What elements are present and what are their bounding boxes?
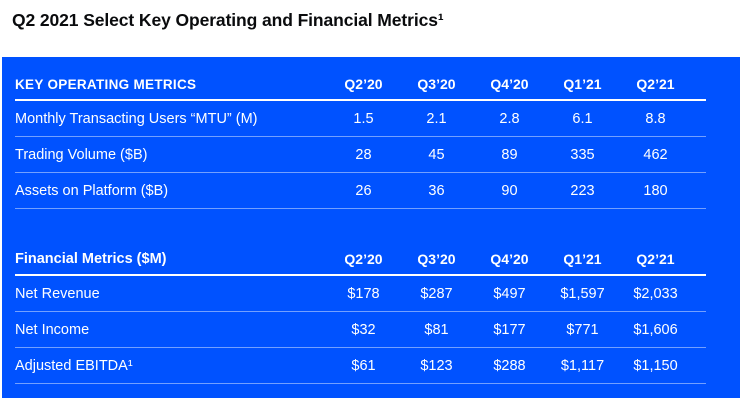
operating-metrics-header-row: KEY OPERATING METRICS Q2’20 Q3’20 Q4’20 …	[15, 57, 706, 101]
table-row-assets-on-platform: Assets on Platform ($B) 26 36 90 223 180	[15, 173, 706, 209]
cell-value: 36	[428, 182, 445, 199]
quarter-header: Q1’21	[563, 76, 602, 92]
cell-value: 6.1	[572, 110, 593, 127]
row-label: Assets on Platform ($B)	[15, 182, 169, 199]
cell-value: $1,606	[633, 321, 678, 338]
quarter-header: Q4’20	[490, 251, 529, 267]
row-label: Trading Volume ($B)	[15, 146, 148, 163]
table-row-net-revenue: Net Revenue $178 $287 $497 $1,597 $2,033	[15, 276, 706, 312]
cell-value: 223	[570, 182, 595, 199]
cell-value: $61	[351, 357, 376, 374]
cell-value: 335	[570, 146, 595, 163]
cell-value: 28	[355, 146, 372, 163]
table-row-adjusted-ebitda: Adjusted EBITDA¹ $61 $123 $288 $1,117 $1…	[15, 348, 706, 384]
quarter-header: Q2’20	[344, 251, 383, 267]
row-label: Adjusted EBITDA¹	[15, 357, 133, 374]
financial-metrics-header-row: Financial Metrics ($M) Q2’20 Q3’20 Q4’20…	[15, 239, 706, 276]
cell-value: $123	[420, 357, 453, 374]
cell-value: 89	[501, 146, 518, 163]
cell-value: $81	[424, 321, 449, 338]
quarter-header: Q3’20	[417, 76, 456, 92]
cell-value: 45	[428, 146, 445, 163]
section-spacer	[2, 209, 740, 239]
cell-value: 26	[355, 182, 372, 199]
quarter-header: Q2’21	[636, 251, 675, 267]
cell-value: $497	[493, 285, 526, 302]
cell-value: $1,117	[560, 357, 605, 374]
page-title: Q2 2021 Select Key Operating and Financi…	[12, 10, 444, 30]
cell-value: 1.5	[353, 110, 374, 127]
cell-value: $287	[420, 285, 453, 302]
cell-value: 90	[501, 182, 518, 199]
cell-value: $177	[493, 321, 526, 338]
metrics-panel: KEY OPERATING METRICS Q2’20 Q3’20 Q4’20 …	[2, 57, 740, 398]
operating-metrics-table: KEY OPERATING METRICS Q2’20 Q3’20 Q4’20 …	[15, 57, 706, 209]
quarter-header: Q2’20	[344, 76, 383, 92]
cell-value: 462	[643, 146, 668, 163]
cell-value: $771	[566, 321, 599, 338]
quarter-header: Q3’20	[417, 251, 456, 267]
cell-value: $2,033	[633, 285, 678, 302]
cell-value: $32	[351, 321, 376, 338]
table-row-trading-volume: Trading Volume ($B) 28 45 89 335 462	[15, 137, 706, 173]
cell-value: $288	[493, 357, 526, 374]
quarter-header: Q4’20	[490, 76, 529, 92]
row-label: Net Revenue	[15, 285, 100, 302]
cell-value: $1,150	[633, 357, 678, 374]
table-header-label: KEY OPERATING METRICS	[15, 77, 197, 92]
row-label: Net Income	[15, 321, 90, 338]
cell-value: 2.8	[499, 110, 520, 127]
table-row-net-income: Net Income $32 $81 $177 $771 $1,606	[15, 312, 706, 348]
quarter-header: Q2’21	[636, 76, 675, 92]
table-row-mtu: Monthly Transacting Users “MTU” (M) 1.5 …	[15, 101, 706, 137]
row-label: Monthly Transacting Users “MTU” (M)	[15, 110, 258, 127]
cell-value: 2.1	[426, 110, 447, 127]
cell-value: 180	[643, 182, 668, 199]
cell-value: 8.8	[645, 110, 666, 127]
table-header-label: Financial Metrics ($M)	[15, 251, 167, 267]
cell-value: $1,597	[560, 285, 605, 302]
financial-metrics-table: Financial Metrics ($M) Q2’20 Q3’20 Q4’20…	[15, 239, 706, 384]
cell-value: $178	[347, 285, 380, 302]
quarter-header: Q1’21	[563, 251, 602, 267]
